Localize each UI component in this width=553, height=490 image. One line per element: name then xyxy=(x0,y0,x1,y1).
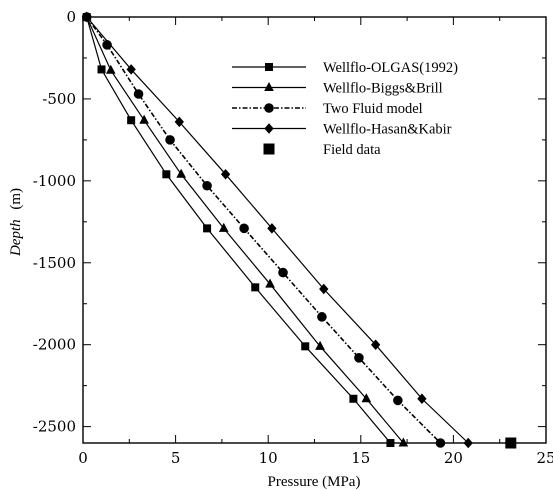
data-point xyxy=(317,312,327,322)
y-axis-title: Depth (m) xyxy=(8,188,24,257)
data-point xyxy=(133,89,144,99)
plot-frame xyxy=(82,16,547,444)
data-point xyxy=(218,222,229,232)
data-point xyxy=(354,353,364,363)
data-point xyxy=(139,114,149,124)
legend-entry: Field data xyxy=(263,142,381,158)
legend-entry: Wellflo-Biggs&Brill xyxy=(232,81,443,97)
legend-label: Wellflo-Hasan&Kabir xyxy=(323,122,452,138)
data-point xyxy=(349,394,358,403)
legend-marker xyxy=(264,81,274,91)
data-point xyxy=(278,267,288,278)
data-point xyxy=(463,437,473,449)
series-0 xyxy=(82,13,395,447)
x-axis-title: Pressure (MPa) xyxy=(268,474,361,490)
plot-area xyxy=(82,16,547,444)
data-point xyxy=(315,340,325,350)
y-axis-title-italic: Depth xyxy=(8,219,24,257)
x-tick-label: 20 xyxy=(444,449,463,467)
legend-label: Wellflo-Biggs&Brill xyxy=(323,81,443,97)
y-tick-label: -500 xyxy=(42,90,76,108)
legend-label: Field data xyxy=(323,142,381,158)
legend-label: Wellflo-OLGAS(1992) xyxy=(323,60,458,76)
series-3 xyxy=(82,11,473,449)
data-point xyxy=(97,65,106,74)
axis-ticks: 0 5 10 15 20 25 0 -500 -1000 -1500 -2000 -2500 xyxy=(33,8,553,467)
series-2 xyxy=(81,12,446,448)
data-point xyxy=(165,135,175,145)
data-point xyxy=(393,395,403,406)
data-point xyxy=(265,278,275,288)
legend-entry: Wellflo-Hasan&Kabir xyxy=(232,122,452,138)
data-point xyxy=(162,170,171,179)
data-point xyxy=(251,283,260,292)
data-point xyxy=(319,283,329,295)
data-point xyxy=(126,64,136,75)
data-point xyxy=(370,339,381,350)
legend-label: Two Fluid model xyxy=(323,101,423,117)
data-point xyxy=(505,437,517,449)
y-tick-label: 0 xyxy=(66,8,76,26)
legend: Wellflo-OLGAS(1992) Wellflo-Biggs&Brill Tw… xyxy=(232,60,458,158)
series-4 xyxy=(505,437,517,449)
legend-marker xyxy=(263,143,275,155)
data-point xyxy=(435,438,446,448)
x-tick-label: 15 xyxy=(351,449,370,467)
y-tick-label: -2500 xyxy=(33,418,76,436)
data-point xyxy=(239,223,249,234)
y-tick-label: -2000 xyxy=(33,336,76,354)
data-point xyxy=(386,439,395,447)
data-point xyxy=(127,116,136,125)
x-tick-label: 10 xyxy=(259,449,278,467)
data-point xyxy=(202,180,212,191)
data-point xyxy=(174,116,184,128)
y-axis-title-unit: (m) xyxy=(8,188,24,210)
legend-entry: Wellflo-OLGAS(1992) xyxy=(232,60,458,76)
data-point xyxy=(105,64,116,74)
legend-marker xyxy=(264,103,274,113)
x-tick-label: 5 xyxy=(171,449,181,467)
x-tick-label: 0 xyxy=(78,449,88,467)
y-tick-label: -1000 xyxy=(33,172,76,190)
series-group xyxy=(81,11,517,449)
data-point xyxy=(398,437,409,447)
data-point xyxy=(176,168,186,178)
x-tick-label: 25 xyxy=(536,449,553,467)
data-point xyxy=(417,393,427,405)
data-point xyxy=(301,342,310,351)
legend-marker xyxy=(264,123,274,134)
data-point xyxy=(361,393,372,403)
legend-entry: Two Fluid model xyxy=(232,101,423,117)
data-point xyxy=(220,169,231,180)
y-tick-label: -1500 xyxy=(33,254,76,272)
data-point xyxy=(267,223,277,234)
legend-marker xyxy=(265,63,273,71)
data-point xyxy=(203,224,212,233)
